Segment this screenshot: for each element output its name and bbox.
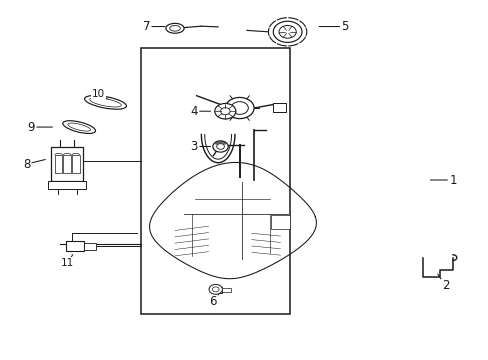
Text: 2: 2: [441, 279, 448, 292]
Bar: [51, 147, 83, 181]
Bar: [273, 103, 285, 112]
Bar: [55, 155, 62, 174]
Circle shape: [231, 102, 248, 114]
Ellipse shape: [68, 123, 90, 131]
Bar: [141, 48, 289, 314]
Text: 9: 9: [27, 121, 35, 134]
Ellipse shape: [169, 26, 180, 31]
Text: 3: 3: [190, 140, 198, 153]
Bar: [222, 288, 230, 292]
Text: 8: 8: [23, 158, 30, 171]
Circle shape: [208, 284, 222, 294]
Bar: [84, 243, 96, 250]
Ellipse shape: [84, 95, 126, 109]
Text: 10: 10: [92, 89, 105, 99]
Text: 4: 4: [190, 105, 198, 118]
Bar: [270, 215, 289, 229]
Circle shape: [220, 108, 230, 115]
Text: 7: 7: [142, 20, 150, 33]
Bar: [65, 242, 84, 251]
Circle shape: [212, 141, 228, 152]
Circle shape: [212, 287, 219, 292]
Bar: [48, 181, 86, 189]
Text: 11: 11: [61, 258, 74, 268]
Circle shape: [216, 144, 224, 149]
Circle shape: [273, 21, 302, 42]
Text: 6: 6: [209, 295, 217, 308]
Text: 5: 5: [341, 20, 348, 33]
Ellipse shape: [62, 121, 95, 134]
Circle shape: [214, 103, 235, 119]
Ellipse shape: [90, 98, 121, 107]
Bar: [72, 155, 80, 174]
Ellipse shape: [165, 23, 184, 33]
Circle shape: [279, 26, 296, 38]
Text: 1: 1: [448, 174, 456, 186]
Circle shape: [225, 98, 254, 118]
Bar: [63, 155, 71, 174]
Bar: [211, 287, 222, 293]
